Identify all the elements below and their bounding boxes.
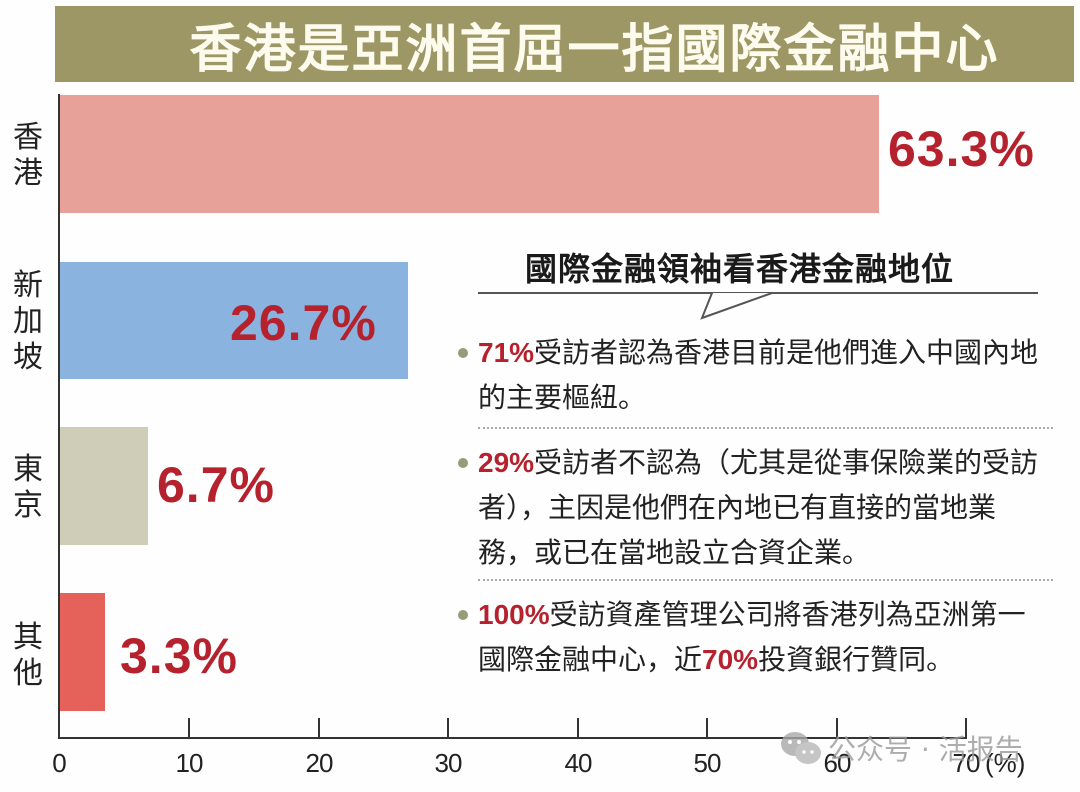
note-separator [478, 427, 1053, 429]
x-axis [58, 737, 967, 739]
x-tick-label: 40 [564, 748, 593, 778]
x-tick [706, 718, 708, 738]
category-label-singapore: 新 加 坡 [13, 268, 43, 375]
watermark-text: 公众号 · 活报告 [828, 733, 1023, 766]
x-tick [577, 718, 579, 738]
bullet-icon [458, 458, 468, 468]
wechat-icon [781, 732, 821, 764]
x-axis-unit: (%) [985, 748, 1026, 778]
bar-singapore [60, 262, 408, 379]
note-item: 71%受訪者認為香港目前是他們進入中國內地的主要樞紐。 [458, 330, 1048, 420]
x-tick-label: 10 [175, 748, 204, 778]
note-item: 29%受訪者不認為（尤其是從事保險業的受訪者），主因是他們在內地已有直接的當地業… [458, 440, 1048, 575]
x-tick-label: 30 [434, 748, 463, 778]
bar-other [60, 593, 105, 711]
x-tick-label: 20 [305, 748, 334, 778]
note-item: 100%受訪資產管理公司將香港列為亞洲第一國際金融中心，近70%投資銀行贊同。 [458, 592, 1048, 682]
x-tick [965, 718, 967, 738]
chart-title: 香港是亞洲首屈一指國際金融中心 [189, 19, 1000, 80]
note-separator [478, 579, 1053, 581]
value-label-other: 3.3% [120, 628, 238, 684]
chart-title-banner: 香港是亞洲首屈一指國際金融中心 [55, 6, 1074, 82]
y-axis [58, 94, 60, 739]
x-tick [836, 718, 838, 738]
x-tick [188, 718, 190, 738]
bar-tokyo [60, 427, 148, 545]
value-label-hong-kong: 63.3% [888, 121, 1035, 177]
category-label-other: 其 他 [13, 620, 43, 691]
x-tick-label: 50 [693, 748, 722, 778]
category-label-tokyo: 東 京 [13, 452, 43, 523]
callout-title: 國際金融領袖看香港金融地位 [525, 250, 955, 288]
bar-hong-kong [60, 95, 879, 213]
x-tick [318, 718, 320, 738]
value-label-tokyo: 6.7% [157, 457, 275, 513]
watermark: 公众号 · 活报告 [780, 728, 1023, 768]
category-label-hong-kong: 香 港 [13, 120, 43, 191]
x-tick-label: 70 [952, 748, 981, 778]
x-tick [447, 718, 449, 738]
bullet-icon [458, 610, 468, 620]
x-tick-label: 0 [52, 748, 67, 778]
speech-pointer-icon [660, 292, 773, 320]
value-label-singapore: 26.7% [230, 295, 377, 351]
x-tick-label: 60 [823, 748, 852, 778]
bullet-icon [458, 348, 468, 358]
